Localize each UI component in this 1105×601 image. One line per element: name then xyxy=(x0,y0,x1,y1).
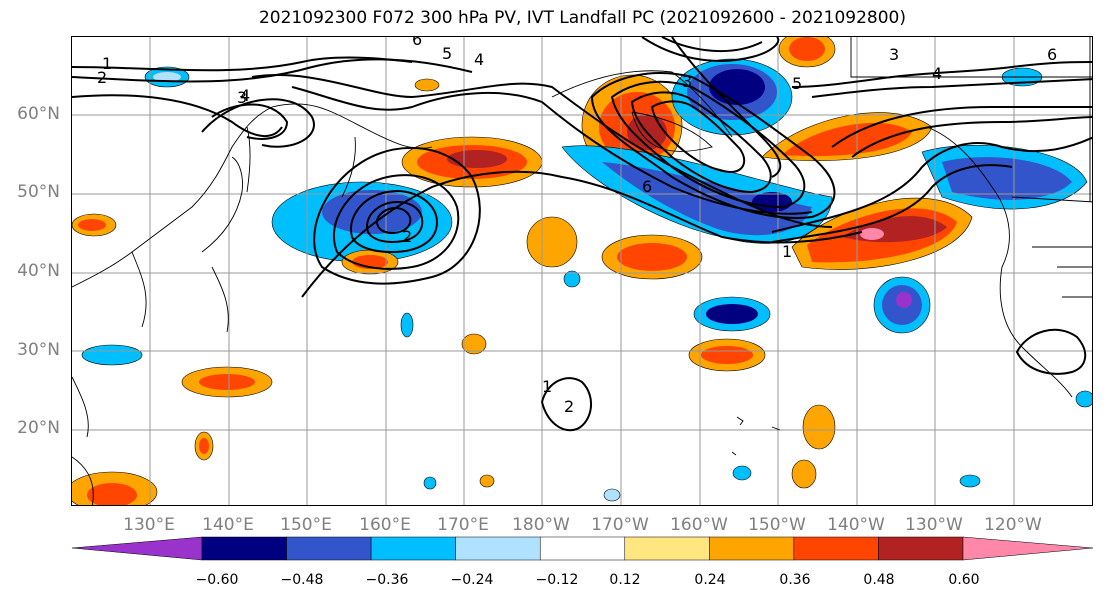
contour-label: 1 xyxy=(542,377,552,396)
shade-blob xyxy=(563,270,581,288)
lat-label-40n: 40°N xyxy=(17,261,60,281)
pv-contours xyxy=(72,37,1092,432)
contour-label: 4 xyxy=(474,50,484,69)
colorbar-segment xyxy=(878,536,964,561)
colorbar-tick-label: 0.36 xyxy=(779,572,811,588)
lat-label-20n: 20°N xyxy=(17,418,60,438)
shade-blob xyxy=(461,333,487,355)
map-title: 2021092300 F072 300 hPa PV, IVT Landfall… xyxy=(258,8,906,28)
shade-blob xyxy=(153,72,181,82)
lon-label-130w: 130°W xyxy=(905,515,963,535)
colorbar-tick-label: 0.24 xyxy=(694,572,726,588)
shade-blob xyxy=(81,344,143,366)
graticule xyxy=(72,37,1092,505)
contour-label-group: 1 2 3 4 5 6 4 3 5 1 3 4 6 6 2 1 2 xyxy=(97,37,1057,416)
lon-label-140w: 140°W xyxy=(827,515,885,535)
shade-blob xyxy=(617,243,687,271)
shade-blob xyxy=(199,438,209,454)
colorbar-extend-min xyxy=(71,536,203,561)
colorbar-segment xyxy=(201,536,287,561)
shade-blob xyxy=(603,488,621,502)
shade-blob xyxy=(400,312,414,338)
map-canvas: 1 2 3 4 5 6 4 3 5 1 3 4 6 6 2 1 2 xyxy=(72,37,1092,505)
contour-label: 6 xyxy=(642,177,652,196)
ivt-shading xyxy=(72,37,1092,505)
colorbar-segment xyxy=(709,536,795,561)
contour-label: 4 xyxy=(240,86,250,105)
lon-label-170w: 170°W xyxy=(591,515,649,535)
colorbar-tick-label: 0.12 xyxy=(609,572,641,588)
colorbar-segment xyxy=(370,536,456,561)
lon-label-180w: 180°W xyxy=(512,515,570,535)
lat-label-60n: 60°N xyxy=(17,104,60,124)
lon-label-140e: 140°E xyxy=(202,515,254,535)
lat-label-30n: 30°N xyxy=(17,340,60,360)
shade-blob xyxy=(709,69,765,105)
shade-blob xyxy=(423,476,437,490)
shade-blob xyxy=(447,150,507,168)
shade-blob xyxy=(791,459,817,489)
colorbar-segment xyxy=(539,536,626,561)
lon-label-150w: 150°W xyxy=(748,515,806,535)
shade-blob xyxy=(782,122,912,157)
shade-blob xyxy=(732,465,752,481)
shade-blob xyxy=(526,216,578,268)
shade-blob xyxy=(78,219,106,231)
map-panel: 1 2 3 4 5 6 4 3 5 1 3 4 6 6 2 1 2 xyxy=(71,36,1093,506)
contour-label: 2 xyxy=(402,227,412,246)
shade-blob xyxy=(414,78,440,92)
colorbar-segment xyxy=(624,536,710,561)
shade-blob xyxy=(199,374,255,390)
lon-label-120w: 120°W xyxy=(984,515,1042,535)
colorbar-tick-label: −0.24 xyxy=(450,572,494,588)
lon-label-150e: 150°E xyxy=(280,515,332,535)
shade-blob xyxy=(802,404,836,450)
contour-label: 5 xyxy=(442,44,452,63)
shade-blob xyxy=(701,346,753,364)
colorbar-segment xyxy=(793,536,879,561)
shade-blob xyxy=(896,292,912,308)
shade-blob xyxy=(706,304,758,324)
contour-label: 3 xyxy=(889,45,899,64)
colorbar-tick-label: −0.48 xyxy=(280,572,324,588)
colorbar-segment xyxy=(455,536,541,561)
lon-label-130e: 130°E xyxy=(123,515,175,535)
contour-label: 6 xyxy=(1047,45,1057,64)
colorbar-tick-label: 0.48 xyxy=(863,572,895,588)
shade-blob xyxy=(959,474,981,488)
coastlines xyxy=(72,37,1092,505)
shade-blob xyxy=(87,483,137,505)
contour-label: 3 xyxy=(237,88,247,107)
lon-label-160w: 160°W xyxy=(670,515,728,535)
shade-blob xyxy=(479,474,495,488)
contour-label: 1 xyxy=(782,242,792,261)
shade-blob xyxy=(860,228,884,240)
lon-label-160e: 160°E xyxy=(359,515,411,535)
colorbar-tick-label: −0.36 xyxy=(365,572,409,588)
shade-blob xyxy=(789,37,825,61)
contour-label: 5 xyxy=(792,74,802,93)
contour-label: 1 xyxy=(102,54,112,73)
contour-label: 6 xyxy=(412,37,422,49)
contour-label: 2 xyxy=(564,397,574,416)
colorbar-tick-label: 0.60 xyxy=(948,572,980,588)
colorbar-tick-label: −0.12 xyxy=(535,572,579,588)
colorbar-extend-max xyxy=(962,536,1094,561)
shade-blob xyxy=(1075,390,1092,408)
colorbar xyxy=(71,536,1094,561)
shade-blob xyxy=(602,162,812,236)
contour-label: 4 xyxy=(932,64,942,83)
lat-label-50n: 50°N xyxy=(17,182,60,202)
contour-label: 3 xyxy=(682,72,692,91)
shade-blob xyxy=(942,157,1072,200)
colorbar-tick-label: −0.60 xyxy=(195,572,239,588)
lon-label-170e: 170°E xyxy=(437,515,489,535)
colorbar-segment xyxy=(286,536,372,561)
contour-label: 2 xyxy=(97,68,107,87)
